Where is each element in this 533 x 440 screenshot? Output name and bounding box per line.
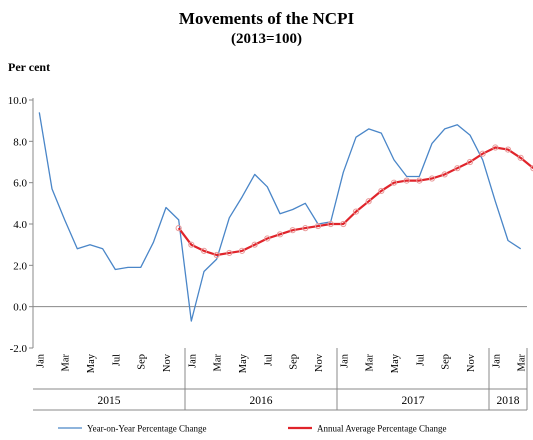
y-tick-label: 8.0 <box>13 136 27 148</box>
legend: Year-on-Year Percentage Change Annual Ave… <box>58 424 447 434</box>
annual-avg-point <box>327 220 334 228</box>
y-tick-label: 4.0 <box>13 219 27 231</box>
annual-avg-point <box>517 154 524 161</box>
series-layer <box>38 112 533 322</box>
annual-avg-point <box>441 171 448 178</box>
legend-label-yoy: Year-on-Year Percentage Change <box>87 424 206 434</box>
y-tick-label: 10.0 <box>8 95 28 107</box>
x-tick-label: Mar <box>365 354 376 372</box>
x-tick-label: May <box>86 353 97 373</box>
annual-avg-point <box>251 241 258 248</box>
annual-avg-point <box>238 247 246 254</box>
annual-avg-point <box>403 177 410 184</box>
x-tick-label: Jan <box>35 353 46 368</box>
annual-avg-point <box>504 146 512 153</box>
x-tick-label: Mar <box>213 354 224 372</box>
annual-avg-series-line <box>177 146 533 257</box>
annual-avg-point <box>175 225 182 232</box>
x-tick-label: Nov <box>162 353 173 372</box>
x-tick-label: Nov <box>314 353 325 372</box>
annual-avg-point <box>200 247 208 254</box>
annual-avg-point <box>428 175 436 182</box>
x-tick-label: May <box>238 353 249 373</box>
annual-avg-point <box>352 208 360 215</box>
annual-avg-point <box>302 225 309 232</box>
chart-title: Movements of the NCPI <box>178 9 355 28</box>
x-tick-label: Sep <box>441 354 452 370</box>
y-tick-label: 0.0 <box>13 302 27 314</box>
annual-avg-point <box>416 177 423 184</box>
x-tick-label: Nov <box>466 353 477 372</box>
annual-avg-point <box>492 144 499 151</box>
annual-avg-point <box>188 241 195 248</box>
y-tick-label: 2.0 <box>13 260 27 272</box>
annual-avg-point <box>479 150 486 157</box>
y-tick-label: -2.0 <box>10 343 28 355</box>
chart-subtitle: (2013=100) <box>230 31 303 47</box>
annual-avg-point <box>314 222 322 230</box>
annual-avg-point <box>454 165 461 172</box>
x-tick-label: Sep <box>137 354 148 370</box>
x-tick-label: Mar <box>61 354 72 372</box>
annual-avg-point <box>289 227 296 234</box>
x-tick-label: Jul <box>111 354 122 366</box>
legend-label-annual-avg: Annual Average Percentage Change <box>317 424 447 434</box>
year-label: 2018 <box>497 395 520 407</box>
annual-avg-point <box>390 179 398 186</box>
axes: -2.0 0.0 2.0 4.0 6.0 8.0 10.0 Jan Mar May Jul Sep No… <box>8 95 528 411</box>
x-tick-label: Jul <box>263 354 274 366</box>
x-tick-label: Jan <box>339 353 350 368</box>
annual-avg-point <box>365 198 372 205</box>
annual-avg-point <box>530 165 533 172</box>
annual-avg-point <box>378 187 385 195</box>
y-tick-label: 6.0 <box>13 178 27 190</box>
x-tick-label: May <box>390 353 401 373</box>
annual-avg-point <box>226 249 233 257</box>
year-label: 2015 <box>98 395 121 407</box>
x-tick-label: Jan <box>187 353 198 368</box>
yoy-series-line <box>38 112 522 322</box>
x-tick-label: Mar <box>517 354 528 372</box>
annual-avg-point <box>466 158 474 166</box>
annual-avg-point <box>264 235 271 242</box>
annual-avg-point <box>213 251 220 259</box>
annual-avg-point <box>276 231 284 238</box>
year-label: 2016 <box>250 395 273 407</box>
x-tick-label: Jan <box>491 353 502 368</box>
annual-avg-point <box>340 220 347 228</box>
x-tick-label: Jul <box>415 354 426 366</box>
x-tick-label: Sep <box>289 354 300 370</box>
y-axis-label: Per cent <box>8 60 51 74</box>
year-label: 2017 <box>402 395 425 407</box>
